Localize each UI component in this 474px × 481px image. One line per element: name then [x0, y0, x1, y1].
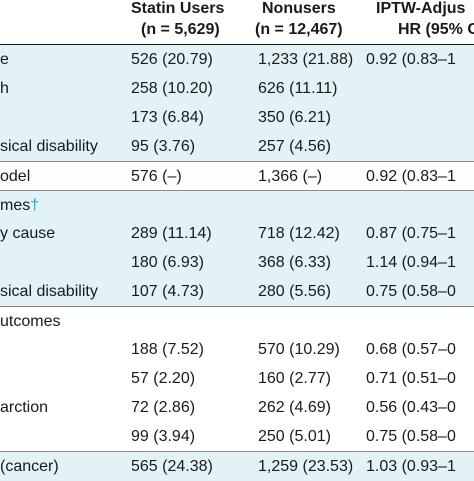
statin-users-cell: 258 (10.20): [131, 80, 213, 97]
row-label-text: h: [0, 80, 9, 97]
table-row: 99 (3.94) 250 (5.01) 0.75 (0.58–0: [0, 422, 474, 451]
footnote-dagger: †: [30, 197, 40, 214]
row-label-text: arction: [0, 399, 49, 416]
nonusers-cell: 718 (12.42): [258, 225, 340, 242]
nonusers-cell: 160 (2.77): [258, 370, 331, 387]
nonusers-cell: 1,366 (–): [258, 168, 323, 185]
row-label-text: e: [0, 51, 9, 68]
hr-cell: 0.68 (0.57–0: [366, 341, 456, 358]
row-label: (cancer): [0, 452, 59, 481]
row-label: y cause: [0, 219, 55, 248]
hr-cell: 0.92 (0.83–1: [366, 51, 456, 68]
nonusers-cell: 350 (6.21): [258, 109, 331, 126]
table-row: h 258 (10.20) 626 (11.11): [0, 74, 474, 103]
table-row: mes†: [0, 190, 474, 220]
nonusers-cell: 250 (5.01): [258, 428, 331, 445]
statin-users-cell: 576 (–): [131, 168, 182, 185]
hr-cell: 0.75 (0.58–0: [366, 283, 456, 300]
table-row: 57 (2.20) 160 (2.77) 0.71 (0.51–0: [0, 364, 474, 393]
row-label: odel: [0, 162, 30, 191]
header-nonusers-line1: Nonusers: [262, 0, 336, 17]
header-nonusers-line2: (n = 12,467): [255, 21, 343, 38]
row-label: e: [0, 45, 9, 74]
statin-users-cell: 107 (4.73): [131, 283, 204, 300]
nonusers-cell: 262 (4.69): [258, 399, 331, 416]
hr-cell: 0.87 (0.75–1: [366, 225, 456, 242]
table-row: 188 (7.52) 570 (10.29) 0.68 (0.57–0: [0, 335, 474, 364]
header-statin-users-line1: Statin Users: [131, 0, 225, 17]
hr-cell: 0.92 (0.83–1: [366, 168, 456, 185]
statin-users-cell: 72 (2.86): [131, 399, 196, 416]
hr-cell: 1.03 (0.93–1: [366, 458, 456, 475]
table-row: utcomes: [0, 306, 474, 336]
row-label-text: sical disability: [0, 138, 98, 155]
statin-users-cell: 180 (6.93): [131, 254, 204, 271]
statin-users-cell: 565 (24.38): [131, 458, 213, 475]
table-row: 173 (6.84) 350 (6.21): [0, 103, 474, 132]
table-row: sical disability 95 (3.76) 257 (4.56): [0, 132, 474, 161]
table-row: odel 576 (–) 1,366 (–) 0.92 (0.83–1: [0, 161, 474, 191]
table-header: Statin Users (n = 5,629) Nonusers (n = 1…: [0, 0, 474, 45]
row-label: mes†: [0, 191, 39, 220]
header-hr-line1: IPTW-Adjus: [376, 0, 466, 17]
row-label: sical disability: [0, 277, 98, 306]
header-statin-users-line2: (n = 5,629): [141, 21, 220, 38]
table-row: arction 72 (2.86) 262 (4.69) 0.56 (0.43–0: [0, 393, 474, 422]
nonusers-cell: 280 (5.56): [258, 283, 331, 300]
table-row: 180 (6.93) 368 (6.33) 1.14 (0.94–1: [0, 248, 474, 277]
row-label: utcomes: [0, 307, 60, 336]
statin-users-cell: 173 (6.84): [131, 109, 204, 126]
statin-users-cell: 57 (2.20): [131, 370, 196, 387]
nonusers-cell: 368 (6.33): [258, 254, 331, 271]
row-label-text: mes: [0, 197, 31, 214]
statin-users-cell: 188 (7.52): [131, 341, 204, 358]
header-hr-line2: HR (95% C: [398, 21, 474, 38]
nonusers-cell: 257 (4.56): [258, 138, 331, 155]
row-label: arction: [0, 393, 48, 422]
row-label-text: (cancer): [0, 458, 59, 475]
nonusers-cell: 1,259 (23.53): [258, 458, 354, 475]
table-row: sical disability 107 (4.73) 280 (5.56) 0.75…: [0, 277, 474, 306]
row-label: sical disability: [0, 132, 98, 161]
row-label: h: [0, 74, 9, 103]
statin-users-cell: 526 (20.79): [131, 51, 213, 68]
table-row: y cause 289 (11.14) 718 (12.42) 0.87 (0.75–…: [0, 219, 474, 248]
hr-cell: 1.14 (0.94–1: [366, 254, 456, 271]
hr-cell: 0.75 (0.58–0: [366, 428, 456, 445]
nonusers-cell: 570 (10.29): [258, 341, 340, 358]
row-label-text: y cause: [0, 225, 56, 242]
row-label-text: sical disability: [0, 283, 98, 300]
row-label-text: utcomes: [0, 313, 61, 330]
hr-cell: 0.56 (0.43–0: [366, 399, 456, 416]
table-row: e 526 (20.79) 1,233 (21.88) 0.92 (0.83–1: [0, 45, 474, 74]
row-label-text: odel: [0, 168, 31, 185]
statin-users-cell: 99 (3.94): [131, 428, 196, 445]
table-row: (cancer) 565 (24.38) 1,259 (23.53) 1.03 (0.…: [0, 451, 474, 481]
statin-users-cell: 289 (11.14): [131, 225, 212, 242]
nonusers-cell: 626 (11.11): [258, 80, 338, 97]
statin-users-cell: 95 (3.76): [131, 138, 196, 155]
hr-cell: 0.71 (0.51–0: [366, 370, 456, 387]
nonusers-cell: 1,233 (21.88): [258, 51, 354, 68]
